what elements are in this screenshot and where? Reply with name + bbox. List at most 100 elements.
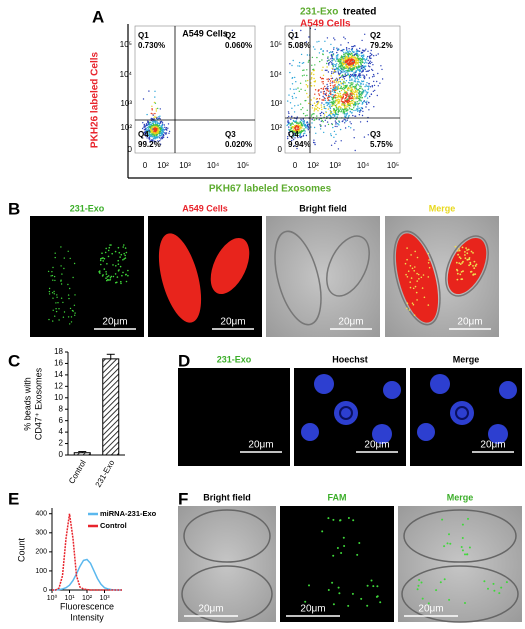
event-dot bbox=[340, 44, 342, 46]
signal-dot bbox=[127, 274, 129, 277]
event-dot bbox=[339, 92, 342, 95]
y-tick-label: 10² bbox=[120, 123, 132, 132]
event-dot bbox=[373, 80, 375, 83]
event-dot bbox=[296, 128, 298, 130]
event-dot bbox=[161, 137, 163, 140]
event-dot bbox=[333, 104, 335, 107]
event-dot bbox=[357, 50, 359, 53]
event-dot bbox=[327, 80, 329, 82]
signal-dot bbox=[376, 585, 379, 588]
event-dot bbox=[348, 70, 350, 72]
event-dot bbox=[314, 107, 316, 109]
signal-dot bbox=[58, 319, 60, 321]
signal-dot bbox=[456, 268, 458, 271]
event-dot bbox=[146, 137, 148, 139]
event-dot bbox=[163, 124, 165, 126]
cell-signal bbox=[395, 233, 439, 323]
signal-dot bbox=[123, 252, 125, 255]
signal-dot bbox=[101, 257, 103, 260]
event-dot bbox=[351, 70, 354, 72]
event-dot bbox=[358, 66, 361, 68]
signal-dot bbox=[332, 518, 335, 521]
event-dot bbox=[299, 124, 301, 126]
event-dot bbox=[331, 112, 333, 115]
signal-dot bbox=[466, 553, 469, 556]
event-dot bbox=[324, 40, 326, 42]
event-dot bbox=[342, 69, 344, 71]
event-dot bbox=[145, 131, 147, 133]
event-dot bbox=[320, 114, 322, 117]
signal-dot bbox=[468, 264, 470, 267]
event-dot bbox=[343, 92, 345, 95]
event-dot bbox=[292, 135, 295, 138]
signal-dot bbox=[98, 271, 100, 273]
event-dot bbox=[313, 126, 316, 129]
event-dot bbox=[345, 66, 347, 68]
event-dot bbox=[330, 58, 332, 60]
event-dot bbox=[151, 124, 153, 127]
event-dot bbox=[350, 74, 352, 76]
event-dot bbox=[334, 115, 336, 117]
event-dot bbox=[297, 132, 299, 134]
event-dot bbox=[366, 100, 368, 103]
event-dot bbox=[155, 116, 157, 119]
x-tick-label: 10³ bbox=[179, 161, 191, 170]
event-dot bbox=[353, 80, 355, 82]
event-dot bbox=[142, 98, 145, 100]
event-dot bbox=[154, 124, 156, 127]
event-dot bbox=[156, 130, 158, 133]
quadrant-name: Q4 bbox=[138, 130, 149, 139]
event-dot bbox=[364, 96, 366, 98]
event-dot bbox=[291, 139, 293, 142]
event-dot bbox=[288, 126, 290, 128]
event-dot bbox=[352, 104, 355, 106]
event-dot bbox=[366, 70, 369, 72]
event-dot bbox=[159, 140, 161, 142]
signal-dot bbox=[417, 584, 420, 587]
y-tick-label: 0 bbox=[59, 450, 64, 459]
scale-label: 20μm bbox=[300, 604, 325, 615]
event-dot bbox=[342, 112, 344, 114]
event-dot bbox=[293, 92, 295, 95]
event-dot bbox=[358, 107, 360, 110]
event-dot bbox=[349, 79, 351, 82]
event-dot bbox=[352, 57, 355, 59]
signal-dot bbox=[500, 586, 503, 589]
event-dot bbox=[356, 101, 358, 103]
event-dot bbox=[330, 133, 332, 135]
event-dot bbox=[344, 119, 347, 121]
event-dot bbox=[322, 66, 324, 69]
event-dot bbox=[364, 33, 366, 35]
event-dot bbox=[329, 107, 332, 110]
event-dot bbox=[357, 79, 359, 81]
signal-dot bbox=[462, 260, 464, 263]
event-dot bbox=[343, 86, 345, 89]
event-dot bbox=[302, 112, 305, 115]
signal-dot bbox=[406, 276, 409, 278]
x-tick-label: 10² bbox=[307, 161, 319, 170]
event-dot bbox=[361, 60, 363, 62]
signal-dot bbox=[464, 553, 466, 556]
event-dot bbox=[331, 123, 334, 126]
signal-dot bbox=[458, 256, 461, 258]
panel-label: F bbox=[178, 489, 188, 508]
signal-dot bbox=[67, 294, 70, 296]
event-dot bbox=[147, 126, 149, 129]
event-dot bbox=[367, 59, 369, 62]
event-dot bbox=[150, 134, 152, 137]
event-dot bbox=[334, 110, 337, 113]
event-dot bbox=[373, 106, 375, 108]
event-dot bbox=[363, 100, 366, 102]
event-dot bbox=[363, 77, 366, 80]
event-dot bbox=[328, 94, 330, 96]
event-dot bbox=[318, 89, 320, 91]
event-dot bbox=[150, 126, 152, 128]
signal-dot bbox=[69, 307, 72, 310]
event-dot bbox=[335, 123, 337, 125]
event-dot bbox=[157, 136, 159, 138]
scale-label: 20μm bbox=[248, 440, 273, 451]
signal-dot bbox=[68, 297, 70, 300]
event-dot bbox=[288, 115, 290, 118]
event-dot bbox=[327, 78, 330, 80]
event-dot bbox=[352, 93, 355, 95]
